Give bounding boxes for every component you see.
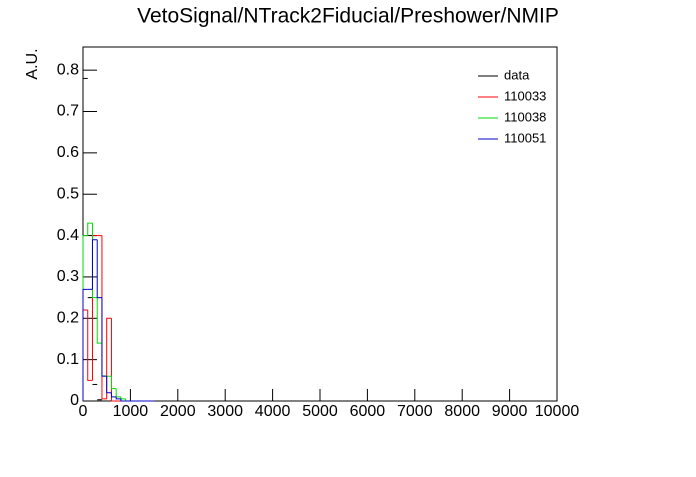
histogram-step: [82, 288, 88, 401]
y-tick-label: 0.8: [57, 61, 79, 78]
x-tick-label: 6000: [350, 403, 386, 420]
histogram-step: [106, 317, 112, 399]
x-tick-label: 8000: [444, 403, 480, 420]
histogram-step: [120, 398, 126, 402]
histogram-step: [110, 376, 117, 390]
x-tick-label: 4000: [255, 403, 291, 420]
chart-title: VetoSignal/NTrack2Fiducial/Preshower/NMI…: [137, 5, 559, 28]
x-tick-label: 2000: [160, 403, 196, 420]
x-tick-label: 0: [79, 403, 88, 420]
x-tick-label: 3000: [207, 403, 243, 420]
y-tick-label: 0.1: [57, 351, 79, 368]
histogram-step: [91, 239, 98, 290]
histogram-step: [106, 376, 112, 394]
y-tick-label: 0.7: [57, 103, 79, 120]
x-tick-label: 9000: [492, 403, 528, 420]
x-tick-label: 10000: [535, 403, 580, 420]
legend-label: 110051: [504, 130, 546, 145]
histogram-step: [110, 392, 117, 398]
histogram-step: [101, 235, 107, 400]
histogram-step: [96, 297, 102, 344]
legend-label: data: [504, 67, 530, 82]
y-tick-label: 0: [70, 392, 79, 409]
histogram-step: [101, 297, 107, 377]
y-tick-label: 0.2: [57, 310, 79, 327]
x-tick-label: 5000: [302, 403, 338, 420]
histogram-step: [115, 396, 121, 400]
y-tick-label: 0.5: [57, 185, 79, 202]
x-tick-label: 7000: [397, 403, 433, 420]
histogram-step: [87, 310, 93, 381]
legend-label: 110038: [504, 109, 546, 124]
histogram-step: [96, 239, 102, 299]
x-tick-label: 1000: [113, 403, 149, 420]
y-tick-label: 0.3: [57, 268, 79, 285]
histogram-step: [87, 222, 93, 236]
y-tick-label: 0.6: [57, 144, 79, 161]
y-tick-label: 0.4: [57, 227, 79, 244]
y-axis-label: A.U.: [24, 48, 41, 79]
legend-label: 110033: [504, 88, 546, 103]
histogram-step: [110, 318, 117, 402]
